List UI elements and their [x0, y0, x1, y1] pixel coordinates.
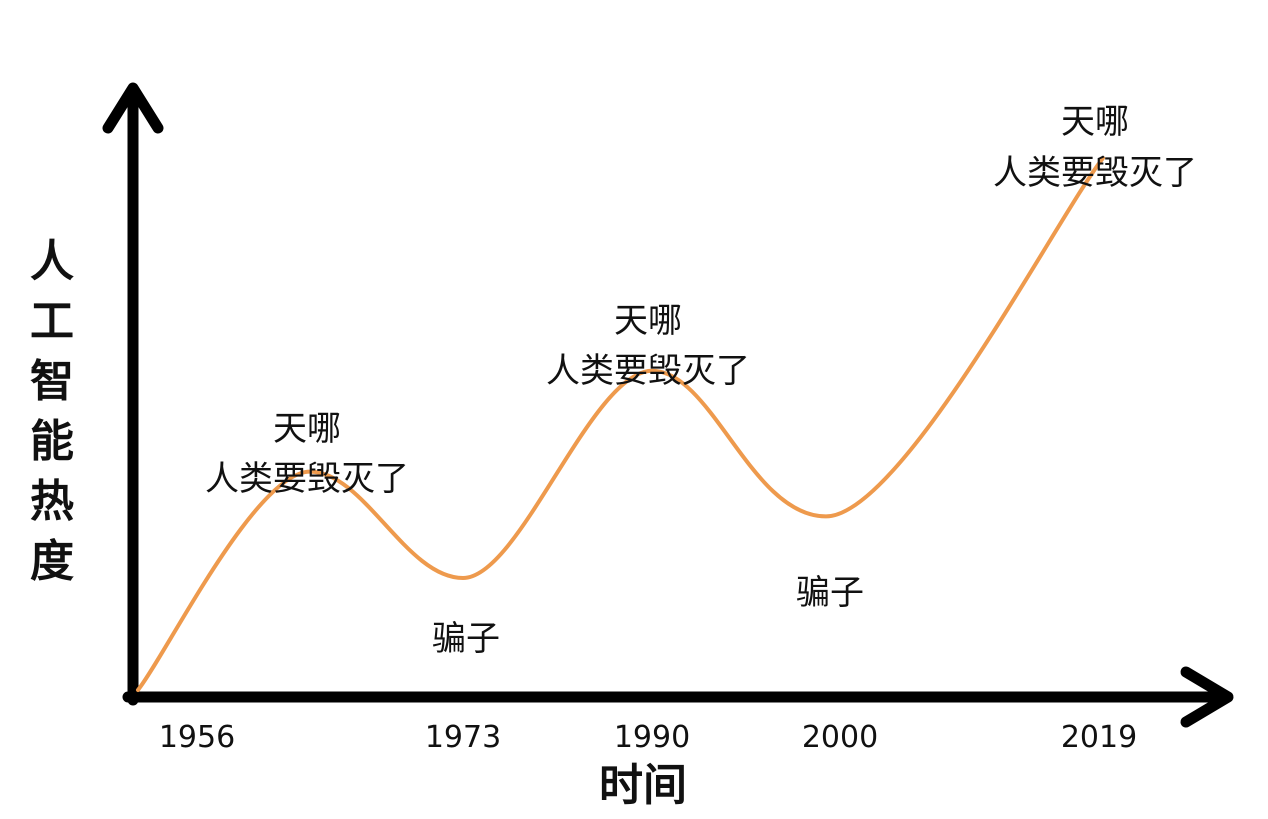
- annotation-peak-1-line-2: 人类要毁灭了: [205, 459, 409, 499]
- x-tick-label: 1973: [425, 720, 501, 755]
- annotation-trough-2: 骗子: [796, 573, 864, 613]
- x-axis-title: 时间: [599, 760, 687, 811]
- annotation-peak-1-line-1: 天哪: [273, 409, 341, 449]
- series-line: [136, 156, 1105, 692]
- x-tick-label: 2019: [1061, 720, 1137, 755]
- annotation-peak-3-line-2: 人类要毁灭了: [993, 153, 1197, 193]
- y-axis-title: 人工智能热度: [30, 236, 74, 587]
- x-tick-label: 1990: [614, 720, 690, 755]
- annotation-peak-3-line-1: 天哪: [1061, 102, 1129, 142]
- y-axis-arrow: [102, 82, 164, 134]
- x-axis-arrow: [1180, 666, 1234, 728]
- annotation-peak-2-line-2: 人类要毁灭了: [546, 351, 750, 391]
- x-tick-label: 2000: [802, 720, 878, 755]
- x-tick-label: 1956: [159, 720, 235, 755]
- annotation-peak-2-line-1: 天哪: [614, 301, 682, 341]
- annotation-trough-1: 骗子: [432, 619, 500, 659]
